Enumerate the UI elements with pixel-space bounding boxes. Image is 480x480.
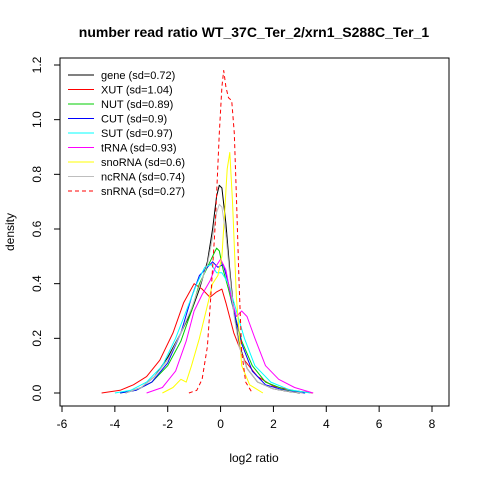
series-line-2: [120, 247, 306, 394]
series-line-1: [101, 283, 314, 394]
x-tick-label: -2: [162, 417, 173, 431]
series-line-4: [114, 264, 311, 394]
legend: gene (sd=0.72) XUT (sd=1.04) NUT (sd=0.89)…: [68, 70, 185, 198]
x-tick-label: 8: [429, 417, 436, 431]
axes-layer: -6 -4 -2 0 2 4 6 8 0.0 0.2 0.4 0.6 0.8 1.0 1.2: [30, 56, 435, 431]
y-axis-label: density: [3, 213, 17, 251]
x-tick-label: 2: [270, 417, 277, 431]
x-tick-label: 0: [217, 417, 224, 431]
legend-entry: SUT (sd=0.97): [101, 128, 173, 140]
x-axis-label: log2 ratio: [229, 451, 279, 465]
x-tick-label: -6: [57, 417, 68, 431]
series-line-0: [125, 184, 300, 394]
legend-entry: CUT (sd=0.9): [101, 114, 167, 126]
y-tick-label: 1.2: [30, 56, 44, 73]
y-tick-label: 0.0: [30, 384, 44, 401]
series-line-7: [125, 203, 303, 394]
legend-entry: NUT (sd=0.89): [101, 99, 173, 111]
series-line-5: [146, 258, 314, 394]
y-tick-label: 0.4: [30, 275, 44, 292]
series-line-6: [162, 152, 264, 394]
y-tick-label: 0.2: [30, 330, 44, 347]
legend-entry: snoRNA (sd=0.6): [101, 157, 185, 169]
x-tick-label: -4: [110, 417, 121, 431]
chart-title: number read ratio WT_37C_Ter_2/xrn1_S288…: [79, 24, 430, 40]
legend-entry: ncRNA (sd=0.74): [101, 172, 185, 184]
legend-entry: snRNA (sd=0.27): [101, 186, 185, 198]
legend-entry: tRNA (sd=0.93): [101, 143, 177, 155]
series-line-8: [188, 70, 253, 394]
legend-entry: gene (sd=0.72): [101, 70, 175, 82]
series-line-3: [120, 261, 306, 394]
x-tick-label: 4: [323, 417, 330, 431]
y-tick-label: 0.6: [30, 220, 44, 237]
x-tick-label: 6: [376, 417, 383, 431]
y-tick-label: 0.8: [30, 166, 44, 183]
legend-entry: XUT (sd=1.04): [101, 85, 173, 97]
series-layer: [101, 70, 314, 394]
y-tick-label: 1.0: [30, 111, 44, 128]
